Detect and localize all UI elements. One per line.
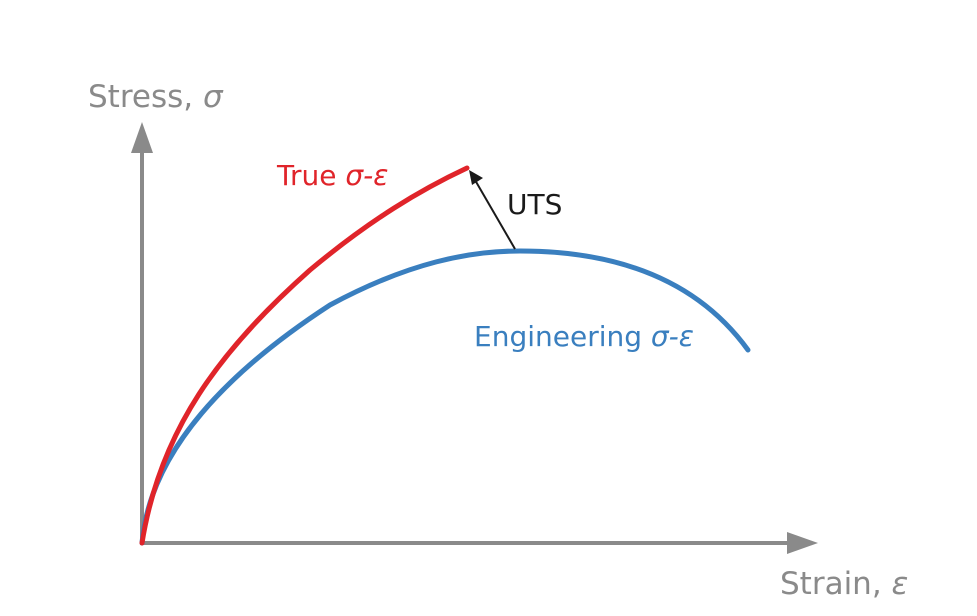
stress-axis-label: Stress, σ [88,79,224,115]
strain-axis-label: Strain, ε [780,566,908,602]
true-stress-strain-curve [139,165,470,546]
true-curve-label: True σ-ε [276,159,388,192]
uts-label: UTS [507,188,562,221]
engineering-curve-label: Engineering σ-ε [474,320,694,353]
uts-arrowhead [469,170,483,185]
uts-arrow-line [474,179,516,250]
stress-axis-arrowhead [131,122,153,153]
engineering-stress-strain-curve [139,248,751,546]
strain-axis-arrowhead [787,532,818,554]
